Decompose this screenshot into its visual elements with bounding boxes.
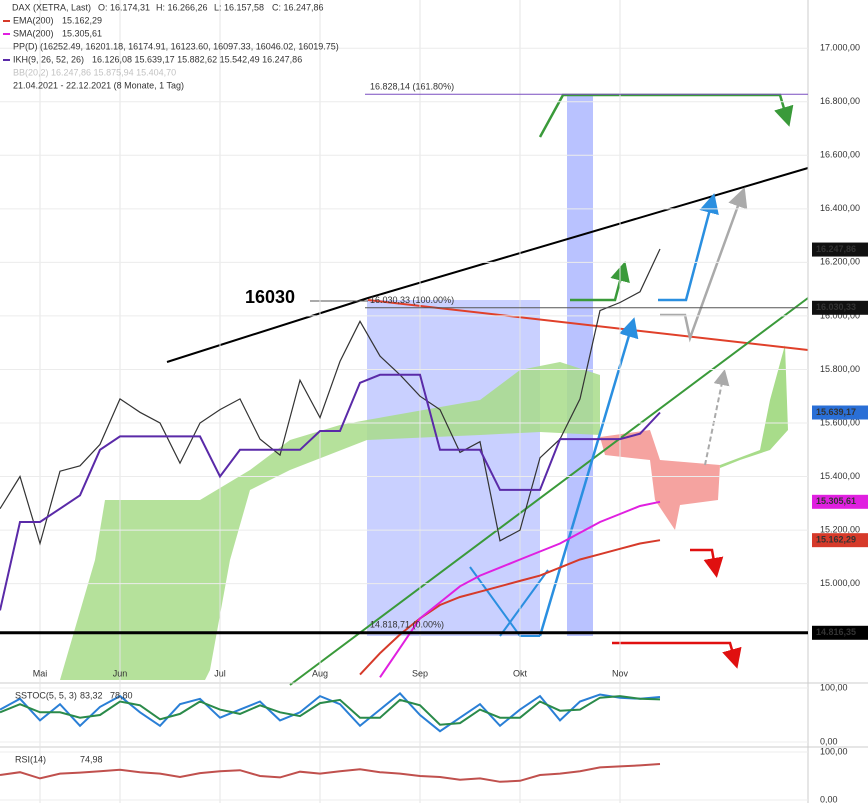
ohlc: H: 16.266,26 — [156, 2, 208, 12]
trend-line — [367, 299, 809, 351]
fib-label: 16.828,14 (161.80%) — [370, 82, 454, 92]
grid — [0, 0, 808, 803]
y-tick-label: 15.800,00 — [820, 364, 860, 374]
price-tag — [812, 625, 868, 640]
ohlc: L: 16.157,58 — [214, 2, 264, 12]
price-tag — [812, 405, 868, 420]
legend-label: SMA(200) — [13, 28, 54, 38]
legend-value: 78,80 — [110, 690, 133, 700]
y-tick-label: 15.000,00 — [820, 578, 860, 588]
x-tick-label: Aug — [312, 668, 328, 678]
panel-title: RSI(14) — [15, 754, 46, 764]
x-tick-label: Nov — [612, 668, 629, 678]
ichimoku-cloud — [600, 430, 720, 530]
x-tick-label: Sep — [412, 668, 428, 678]
arrow — [538, 93, 794, 138]
arrow — [570, 261, 630, 302]
fib-label: 14.818,71 (0.00%) — [370, 620, 444, 630]
y-tick-label: 0,00 — [820, 736, 838, 746]
y-tick-label: 16.000,00 — [820, 310, 860, 320]
header-line: BB(20,2) 16.247,86 15.875,94 15.404,70 — [13, 67, 176, 77]
y-tick-label: 100,00 — [820, 746, 848, 756]
trend-line — [166, 167, 809, 363]
y-tick-label: 0,00 — [820, 794, 838, 803]
trend-line — [289, 297, 809, 686]
x-tick-label: Jul — [214, 668, 226, 678]
price-tag — [812, 494, 868, 509]
price-tag-label: 15.162,29 — [816, 535, 856, 545]
series-line — [359, 539, 661, 676]
highlight-zone — [367, 300, 540, 636]
header-line: PP(D) (16252.49, 16201.18, 16174.91, 161… — [13, 41, 339, 51]
legend-value: 83,32 — [80, 690, 103, 700]
legend-value: 74,98 — [80, 754, 103, 764]
x-tick-label: Mai — [33, 668, 48, 678]
y-tick-label: 15.600,00 — [820, 417, 860, 427]
price-tag-label: 14.816,35 — [816, 627, 856, 637]
price-tag-label: 16.247,86 — [816, 244, 856, 254]
arrow — [690, 548, 724, 578]
legend-value: 15.305,61 — [62, 28, 102, 38]
y-tick-label: 17.000,00 — [820, 43, 860, 53]
series-line — [0, 248, 661, 546]
fib-label: 16.030,33 (100.00%) — [370, 295, 454, 305]
legend-label: EMA(200) — [13, 15, 54, 25]
arrow — [658, 193, 719, 302]
series-line — [0, 373, 661, 611]
annotation: 16030 — [245, 287, 295, 307]
x-tick-label: Jun — [113, 668, 128, 678]
ohlc: O: 16.174,31 — [98, 2, 150, 12]
arrow — [612, 641, 742, 669]
ichimoku-cloud — [720, 345, 788, 468]
x-tick-label: Okt — [513, 668, 528, 678]
y-tick-label: 100,00 — [820, 682, 848, 692]
series-line — [0, 763, 661, 783]
header-line: 21.04.2021 - 22.12.2021 (8 Monate, 1 Tag… — [13, 80, 184, 90]
price-tag-label: 16.030,33 — [816, 302, 856, 312]
series-line — [0, 692, 661, 733]
price-tag — [812, 533, 868, 548]
y-tick-label: 16.400,00 — [820, 203, 860, 213]
arrow — [660, 187, 748, 343]
series-line — [0, 695, 661, 726]
y-tick-label: 16.200,00 — [820, 257, 860, 267]
price-tag — [812, 300, 868, 315]
ohlc: C: 16.247,86 — [272, 2, 324, 12]
series-line — [379, 500, 661, 678]
legend-value: 16.126,08 15.639,17 15.882,62 15.542,49 … — [92, 54, 302, 64]
drawing-line — [499, 569, 549, 637]
price-tag — [812, 242, 868, 257]
legend-label: IKH(9, 26, 52, 26) — [13, 54, 84, 64]
chart-title: DAX (XETRA, Last) — [12, 2, 91, 12]
ichimoku-cloud — [60, 362, 600, 680]
legend-value: 15.162,29 — [62, 15, 102, 25]
price-tag-label: 15.305,61 — [816, 496, 856, 506]
data-layer — [0, 93, 808, 783]
overlay: MaiJunJulAugSepOktNov17.200,0017.000,001… — [3, 2, 868, 803]
y-tick-label: 15.400,00 — [820, 471, 860, 481]
y-tick-label: 16.800,00 — [820, 96, 860, 106]
y-tick-label: 15.200,00 — [820, 524, 860, 534]
price-tag-label: 15.639,17 — [816, 407, 856, 417]
highlight-zone — [567, 95, 593, 636]
panel-title: SSTOC(5, 5, 3) — [15, 690, 77, 700]
y-tick-label: 16.600,00 — [820, 150, 860, 160]
